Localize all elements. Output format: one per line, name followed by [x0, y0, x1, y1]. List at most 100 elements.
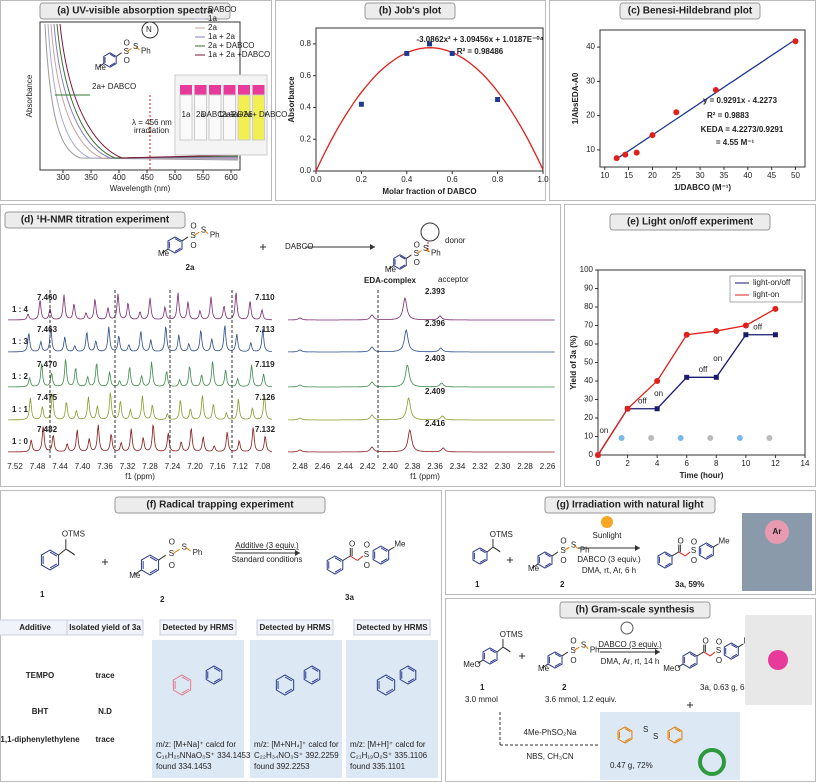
- x-tick-label: 350: [84, 173, 98, 182]
- tick-label: 2.46: [315, 462, 331, 471]
- atom: O: [349, 539, 355, 548]
- vial: [194, 94, 207, 141]
- vial-cap: [238, 85, 250, 95]
- atom: O: [190, 241, 196, 250]
- bond: [174, 247, 181, 252]
- annotation: on: [599, 426, 608, 435]
- title-box: [114, 496, 326, 514]
- condition: Standard conditions: [232, 555, 303, 564]
- y-tick-label: 20: [584, 413, 593, 422]
- peak-label: 2.409: [425, 387, 446, 396]
- panel-g-frame: [445, 490, 816, 595]
- tick-label: 7.08: [255, 462, 271, 471]
- panel-title: (e) Light on/off experiment: [627, 217, 754, 228]
- table-header: Additive: [19, 623, 51, 632]
- fit-r-squared: R² = 0.98486: [457, 47, 504, 56]
- bond: [284, 688, 293, 694]
- legend-label: light-on: [753, 290, 779, 299]
- binding-value: = 4.55 M⁻¹: [716, 138, 755, 147]
- x-tick-label: 0.8: [492, 175, 504, 184]
- x-tick-label: 550: [196, 173, 210, 182]
- panel-title: (g) Irradiation with natural light: [556, 500, 704, 511]
- binding-constant: KEDA = 4.2273/0.9291: [701, 125, 784, 134]
- fit-equation: y = 0.9291x - 4.2273: [703, 96, 778, 105]
- atom: OTMS: [490, 530, 513, 539]
- atom: Me: [129, 571, 141, 580]
- peak-label: 2.393: [425, 287, 446, 296]
- bond: [109, 62, 116, 67]
- ring: [372, 545, 390, 565]
- bond: [554, 653, 561, 658]
- recovered: 0.47 g, 72%: [610, 761, 653, 770]
- peak-label: 7.463: [37, 325, 58, 334]
- bond: [149, 568, 158, 574]
- panel-title: (d) ¹H-NMR titration experiment: [21, 215, 170, 226]
- bond: [388, 546, 395, 552]
- yield: N.D: [98, 707, 112, 716]
- light-icon: [707, 435, 714, 441]
- atom: S: [691, 546, 696, 555]
- vial-label: 1a: [182, 110, 191, 119]
- atom: S: [560, 546, 565, 555]
- fit-equation: -3.0862x² + 3.09456x + 1.0187E⁻⁰⁴: [416, 35, 543, 44]
- hrms-text: m/z: [M+H]⁺ calcd for: [350, 740, 426, 749]
- legend-label: 2a: [208, 23, 217, 32]
- tick-label: 2.48: [292, 462, 308, 471]
- annotation: off: [699, 365, 709, 374]
- peak-label: 7.460: [37, 293, 58, 302]
- bond: [181, 236, 189, 242]
- tick-label: 7.28: [142, 462, 158, 471]
- atom: S: [364, 550, 369, 559]
- atom: O: [570, 656, 576, 665]
- nmr-trace: [288, 364, 555, 388]
- ring: [399, 665, 417, 685]
- x-tick-label: 40: [743, 171, 752, 180]
- y-tick-label: 90: [584, 284, 593, 293]
- photo-label: Ar: [773, 527, 782, 536]
- bond: [496, 646, 504, 653]
- x-axis-label: Molar fraction of DABCO: [382, 187, 476, 196]
- bond: [561, 651, 569, 657]
- vial-cap: [252, 85, 265, 95]
- hrms-text: found 335.1101: [350, 762, 406, 771]
- annotation: off: [753, 322, 763, 331]
- hrms-box: [152, 640, 244, 778]
- bond: [737, 643, 744, 648]
- x-tick-label: 45: [767, 171, 776, 180]
- legend-box: [729, 275, 803, 303]
- light-icon: [648, 435, 655, 441]
- bond: [98, 63, 105, 68]
- bond: [115, 52, 122, 57]
- bond: [385, 676, 394, 682]
- atom: OTMS: [62, 529, 85, 538]
- peak-label: 7.126: [255, 393, 276, 402]
- bond: [731, 653, 738, 659]
- marker: [684, 374, 690, 380]
- bond: [181, 688, 190, 694]
- photo-powder: [768, 650, 788, 670]
- bond: [350, 555, 358, 561]
- atom: O: [703, 636, 709, 645]
- ring: [393, 254, 407, 270]
- x-axis-label: Wavelength (nm): [110, 184, 171, 193]
- atom: S: [581, 641, 586, 650]
- panel-f-frame: [0, 490, 442, 782]
- bond: [174, 238, 181, 243]
- bond: [479, 549, 486, 554]
- bond: [494, 547, 501, 553]
- header-box: [256, 619, 334, 636]
- tick-label: 7.20: [187, 462, 203, 471]
- atom: S: [414, 249, 419, 258]
- nmr-trace: [8, 392, 273, 421]
- bond: [149, 556, 158, 562]
- atom: Me: [385, 265, 397, 274]
- y-tick-label: 0.8: [300, 39, 312, 48]
- marker: [358, 101, 364, 107]
- condition: NBS, CH₃CN: [526, 752, 573, 761]
- compound-label: 1: [40, 590, 45, 599]
- bond: [674, 737, 681, 742]
- light-icon: [736, 435, 743, 441]
- peak-label: 7.132: [255, 425, 276, 434]
- y-axis-label: 1/AbsEDA-A0: [571, 72, 580, 124]
